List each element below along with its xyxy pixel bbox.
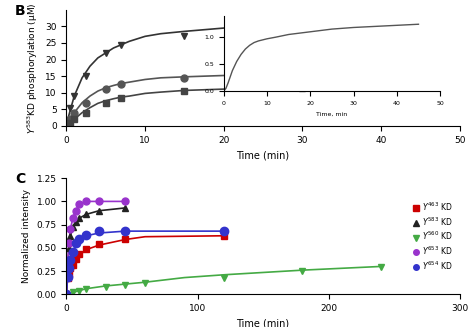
Y⁴⁶³ KD <box>77 252 82 256</box>
Y⁴⁶³ KD <box>67 266 73 270</box>
Y⁶⁵³ KD <box>73 209 78 213</box>
Y⁶⁵⁴ KD <box>221 229 227 233</box>
Y⁶⁵⁴ KD <box>64 292 69 296</box>
Y⁵₆⁰ KD <box>122 283 128 287</box>
Y⁵₆⁰ KD <box>77 289 82 293</box>
Y⁵₆⁰ KD <box>142 281 148 285</box>
Line: Y⁵₆⁰ KD: Y⁵₆⁰ KD <box>63 264 384 298</box>
Y⁶⁵⁴ KD <box>70 250 76 253</box>
Y⁶⁵³ KD <box>83 199 89 203</box>
Y⁶⁵⁴ KD <box>73 241 78 245</box>
Y⁵⁸³ KD <box>64 292 69 296</box>
Line: Y⁴⁶³ KD: Y⁴⁶³ KD <box>63 232 227 298</box>
Y⁴⁶³ KD <box>83 247 89 251</box>
Text: C: C <box>15 172 26 186</box>
Y⁵⁸³ KD <box>96 209 102 213</box>
Y⁴⁶³ KD <box>122 237 128 241</box>
Y⁶⁵³ KD <box>96 199 102 203</box>
Y⁴⁶³ KD <box>66 272 72 276</box>
Line: Y⁶⁵³ KD: Y⁶⁵³ KD <box>63 198 129 298</box>
Y⁶⁵⁴ KD <box>96 229 102 233</box>
Text: B: B <box>15 4 26 18</box>
Y⁴⁶³ KD <box>64 292 69 296</box>
Y⁶⁵⁴ KD <box>66 266 72 270</box>
Y⁵⁸³ KD <box>122 206 128 210</box>
Line: Y⁵⁸³ KD: Y⁵⁸³ KD <box>63 204 129 298</box>
Y⁶⁵³ KD <box>64 292 69 296</box>
Line: Y⁶⁵⁴ KD: Y⁶⁵⁴ KD <box>62 227 228 299</box>
Y-axis label: $Y^{583}$KD phosphorylation (μM): $Y^{583}$KD phosphorylation (μM) <box>25 2 40 134</box>
Y⁵₆⁰ KD <box>64 292 69 296</box>
Legend: $Y^{463}$ KD, $Y^{583}$ KD, $Y^{560}$ KD, $Y^{653}$ KD, $Y^{654}$ KD: $Y^{463}$ KD, $Y^{583}$ KD, $Y^{560}$ KD… <box>410 198 456 275</box>
Y⁶⁵⁴ KD <box>67 258 73 262</box>
Y⁴⁶³ KD <box>96 242 102 246</box>
Y⁵⁸³ KD <box>73 220 78 224</box>
Y⁵⁸³ KD <box>77 216 82 220</box>
Y⁶⁵⁴ KD <box>83 233 89 237</box>
Y⁶⁵⁴ KD <box>65 275 71 279</box>
Y⁶⁵³ KD <box>67 227 73 231</box>
X-axis label: Time (min): Time (min) <box>237 318 290 327</box>
Y⁶⁵³ KD <box>64 274 70 278</box>
Y⁵₆⁰ KD <box>83 287 89 291</box>
Y⁵⁸³ KD <box>83 213 89 216</box>
Y⁵⁸³ KD <box>64 274 70 278</box>
Y⁴⁶³ KD <box>73 257 78 261</box>
Y⁶⁵³ KD <box>122 199 128 203</box>
Y⁶⁵³ KD <box>66 241 72 245</box>
Y⁵⁸³ KD <box>65 263 71 267</box>
Y⁵₆⁰ KD <box>103 285 109 289</box>
Y⁶⁵³ KD <box>77 202 82 206</box>
Y⁶⁵³ KD <box>70 216 76 220</box>
X-axis label: Time (min): Time (min) <box>237 150 290 160</box>
Y⁵₆⁰ KD <box>70 290 76 294</box>
Y⁵₆⁰ KD <box>300 269 305 273</box>
Y⁴⁶³ KD <box>65 276 71 280</box>
Y⁶⁵⁴ KD <box>77 237 82 241</box>
Y⁵⁸³ KD <box>67 234 73 238</box>
Y⁴⁶³ KD <box>70 263 76 267</box>
Y⁵⁸³ KD <box>66 246 72 250</box>
Y⁶⁵³ KD <box>65 260 71 264</box>
Y-axis label: Normalized intensity: Normalized intensity <box>22 189 31 283</box>
Y⁴⁶³ KD <box>221 234 227 238</box>
Y⁵₆⁰ KD <box>221 276 227 280</box>
Y⁶⁵⁴ KD <box>122 229 128 233</box>
Y⁵₆⁰ KD <box>378 266 384 269</box>
Y⁵⁸³ KD <box>70 225 76 229</box>
